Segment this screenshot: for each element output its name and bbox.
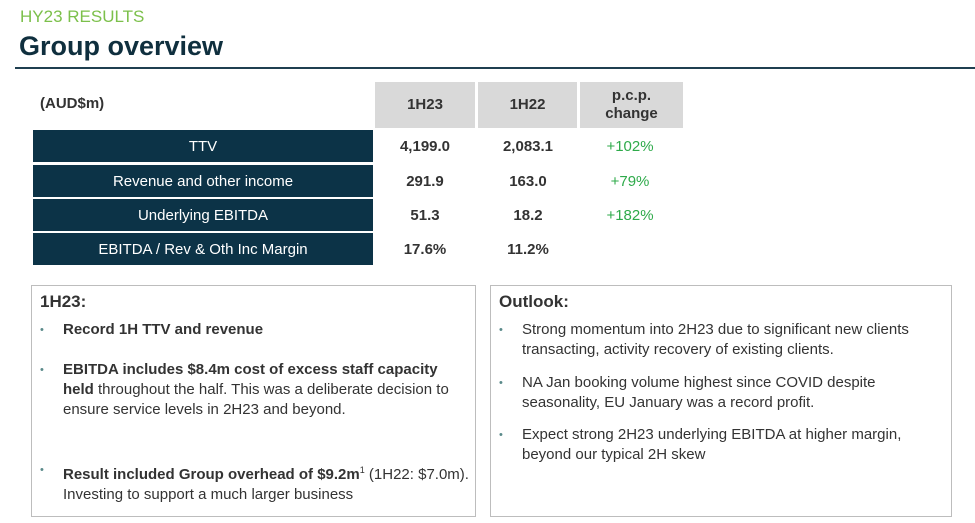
bullet-text: Strong momentum into 2H23 due to signifi…: [522, 321, 909, 358]
bullet-bold-text: EBITDA includes $8.4m cost of excess sta…: [63, 361, 438, 398]
value-1h22: 163.0: [509, 172, 547, 190]
bullet-icon: •: [40, 364, 44, 376]
row-label: EBITDA / Rev & Oth Inc Margin: [33, 233, 373, 265]
column-header-change: p.c.p. change: [580, 82, 683, 128]
row-label: Revenue and other income: [33, 165, 373, 197]
list-item: • Result included Group overhead of $9.2…: [40, 460, 469, 505]
bullet-text: NA Jan booking volume highest since COVI…: [522, 374, 876, 411]
column-header-1h22: 1H22: [478, 82, 577, 128]
bullet-icon: •: [499, 377, 503, 389]
list-item: • Record 1H TTV and revenue: [40, 320, 469, 340]
list-item: • NA Jan booking volume highest since CO…: [499, 373, 945, 413]
box-title: Outlook:: [499, 292, 569, 311]
bullet-text: Expect strong 2H23 underlying EBITDA at …: [522, 426, 902, 463]
value-change: +79%: [610, 172, 650, 190]
value-1h22: 2,083.1: [502, 137, 554, 155]
value-1h22: 18.2: [513, 206, 543, 224]
value-change: +182%: [606, 206, 654, 224]
value-change: [580, 233, 680, 265]
value-change: +102%: [606, 137, 654, 155]
bullet-text: throughout the half. This was a delibera…: [63, 381, 449, 418]
value-1h23: 17.6%: [403, 240, 447, 258]
bullet-icon: •: [499, 324, 503, 336]
bullet-icon: •: [40, 324, 44, 336]
title-divider: [15, 67, 975, 69]
value-1h22: 11.2%: [507, 240, 549, 258]
column-header-1h23: 1H23: [375, 82, 475, 128]
value-1h23: 291.9: [406, 172, 444, 190]
bullet-bold-text: Result included Group overhead of $9.2m: [63, 466, 360, 483]
bullet-icon: •: [40, 464, 44, 476]
list-item: • EBITDA includes $8.4m cost of excess s…: [40, 360, 469, 420]
1h23-summary-box: 1H23: • Record 1H TTV and revenue • EBIT…: [31, 285, 476, 517]
value-1h23: 4,199.0: [399, 137, 451, 155]
page-title: Group overview: [19, 31, 224, 61]
footnote-marker: 1: [359, 465, 365, 475]
list-item: • Expect strong 2H23 underlying EBITDA a…: [499, 425, 945, 465]
bullet-text: (1H22: $7.0m). Investing to support a mu…: [63, 466, 469, 503]
section-kicker: HY23 RESULTS: [20, 7, 145, 26]
bullet-icon: •: [499, 429, 503, 441]
box-title: 1H23:: [40, 292, 87, 311]
row-label: Underlying EBITDA: [33, 199, 373, 231]
row-label: TTV: [33, 130, 373, 162]
value-1h23: 51.3: [410, 206, 440, 224]
bullet-bold-text: Record 1H TTV and revenue: [63, 321, 264, 338]
unit-label: (AUD$m): [40, 95, 105, 112]
outlook-box: Outlook: • Strong momentum into 2H23 due…: [490, 285, 952, 517]
list-item: • Strong momentum into 2H23 due to signi…: [499, 320, 945, 360]
